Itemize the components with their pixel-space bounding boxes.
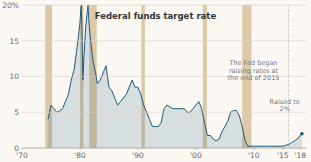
x-tick-label: '10	[248, 151, 260, 160]
x-tick-label: '80	[74, 151, 86, 160]
annotation-line: 2%	[280, 105, 290, 113]
title: Federal funds target rate	[95, 11, 217, 21]
grid-line	[22, 148, 306, 149]
x-tick	[282, 148, 283, 150]
y-tick-label: 10	[9, 72, 19, 81]
end-point	[300, 132, 304, 136]
background	[0, 0, 311, 162]
x-tick-label: '18	[294, 151, 306, 160]
annotation: Raised to2%	[270, 98, 300, 114]
annotation-line: the end of 2015	[227, 74, 279, 82]
x-tick-label: '70	[16, 151, 28, 160]
grid-line	[22, 112, 306, 113]
x-tick-label: '15	[277, 151, 289, 160]
x-axis-line	[22, 148, 306, 149]
x-tick-label: '90	[132, 151, 144, 160]
grid-line	[22, 40, 306, 41]
annotation: The Fed beganraising rates atthe end of …	[227, 59, 279, 82]
x-tick	[137, 148, 138, 150]
rate-line	[48, 5, 302, 146]
x-tick	[79, 148, 80, 150]
y-tick-label: 15	[9, 37, 19, 46]
x-tick	[300, 148, 301, 150]
grid-line	[22, 5, 306, 6]
x-tick	[195, 148, 196, 150]
chart: 05101520%'70'80'90'00'10'15'18Federal fu…	[0, 0, 311, 162]
y-tick-label: 5	[14, 108, 19, 117]
x-tick-label: '00	[190, 151, 202, 160]
x-tick	[22, 148, 23, 150]
y-tick-label: 20%	[2, 1, 19, 10]
x-tick	[253, 148, 254, 150]
